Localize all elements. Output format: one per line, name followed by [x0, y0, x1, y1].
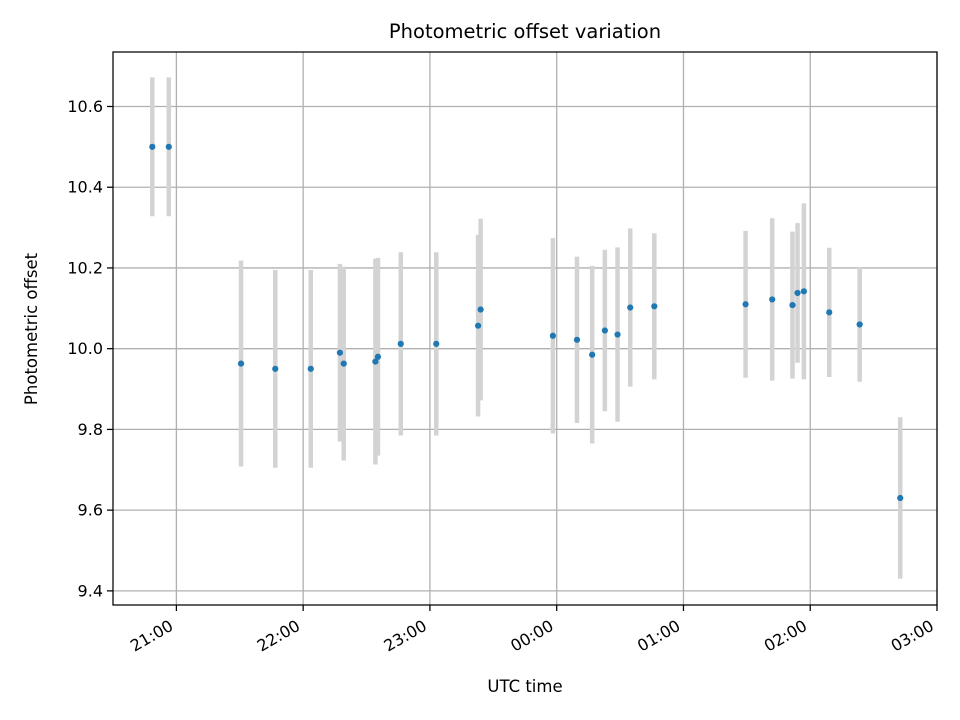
- data-point: [800, 288, 807, 295]
- data-point: [627, 304, 634, 311]
- x-axis-title: UTC time: [487, 677, 562, 696]
- y-axis-title: Photometric offset: [22, 252, 41, 405]
- plot-area-background: [113, 52, 937, 605]
- y-axis: 9.4 9.6 9.8 10.0 10.2 10.4 10.6: [67, 97, 113, 600]
- data-point: [794, 289, 801, 297]
- data-point: [826, 309, 833, 316]
- chart-title: Photometric offset variation: [389, 20, 661, 43]
- data-point: [573, 336, 581, 343]
- data-point: [856, 321, 863, 328]
- y-tick-label: 9.6: [78, 501, 103, 520]
- data-point: [651, 303, 658, 310]
- data-point: [374, 353, 382, 360]
- y-tick-label: 10.0: [67, 339, 103, 358]
- data-point: [549, 332, 556, 339]
- data-point: [742, 301, 749, 308]
- data-point: [789, 301, 796, 309]
- data-point: [589, 351, 596, 358]
- data-point: [307, 365, 314, 372]
- y-tick-label: 10.6: [67, 97, 103, 116]
- data-point: [897, 494, 904, 502]
- data-point: [372, 358, 379, 365]
- data-point: [340, 360, 347, 367]
- data-point: [149, 143, 156, 150]
- y-tick-label: 9.8: [78, 420, 103, 439]
- data-point: [614, 331, 621, 338]
- data-point: [433, 340, 440, 347]
- plot-frame: [112, 51, 938, 606]
- y-tick-label: 10.2: [67, 258, 103, 277]
- y-tick-label: 10.4: [67, 178, 103, 197]
- data-point: [165, 143, 172, 150]
- data-point: [477, 306, 484, 313]
- data-point: [769, 296, 776, 303]
- y-tick-label: 9.4: [78, 581, 103, 600]
- data-point: [237, 360, 245, 367]
- data-points: [149, 143, 904, 502]
- data-point: [601, 327, 608, 334]
- data-point: [397, 340, 404, 347]
- data-point: [474, 322, 482, 329]
- data-point: [336, 349, 344, 356]
- data-point: [272, 365, 279, 372]
